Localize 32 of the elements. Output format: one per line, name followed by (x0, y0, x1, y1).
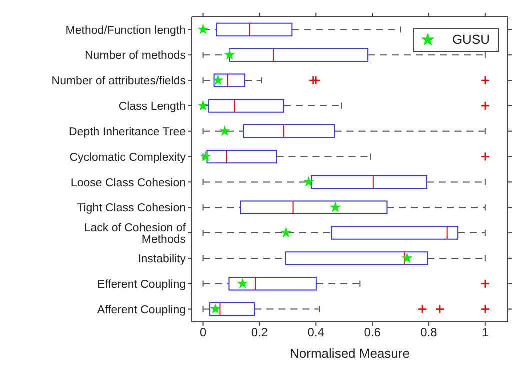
y-tick-label: Depth Inheritance Tree (69, 126, 186, 138)
point (200, 150, 212, 162)
x-tick-label: 0 (200, 326, 207, 340)
x-tick-label: 0.4 (308, 326, 325, 340)
y-tick-label: Class Length (118, 101, 186, 114)
point (219, 126, 231, 136)
point (198, 100, 209, 111)
y-tick-label: Lack of Cohesion of Methods (84, 222, 187, 246)
y-tick-label: Tight Class Cohesion (77, 202, 186, 215)
point (212, 74, 224, 86)
x-tick-label: 1 (482, 326, 490, 340)
x-tick-label: 0.2 (251, 326, 268, 340)
y-tick-label: Efferent Coupling (97, 278, 186, 291)
y-tick-label: Cyclomatic Complexity (70, 152, 186, 164)
point (303, 176, 314, 187)
y-tick-label: Loose Class Cohesion (70, 177, 186, 190)
point (330, 202, 342, 212)
y-tick-label: Method/Function length (66, 24, 186, 37)
point (237, 278, 248, 289)
point (402, 252, 413, 264)
x-tick-label: 0.8 (420, 326, 438, 340)
y-tick-label: Instability (138, 254, 186, 266)
point (280, 227, 292, 238)
legend-label: GUSU (452, 32, 490, 48)
point (210, 303, 222, 314)
point (224, 49, 236, 60)
y-tick-label: Number of methods (85, 50, 186, 62)
y-tick-label: Number of attributes/fields (52, 76, 186, 88)
point (198, 24, 209, 34)
y-tick-label: Afferent Coupling (97, 304, 186, 316)
x-axis-title: Normalised Measure (290, 346, 410, 361)
x-tick-label: 0.6 (364, 326, 382, 340)
